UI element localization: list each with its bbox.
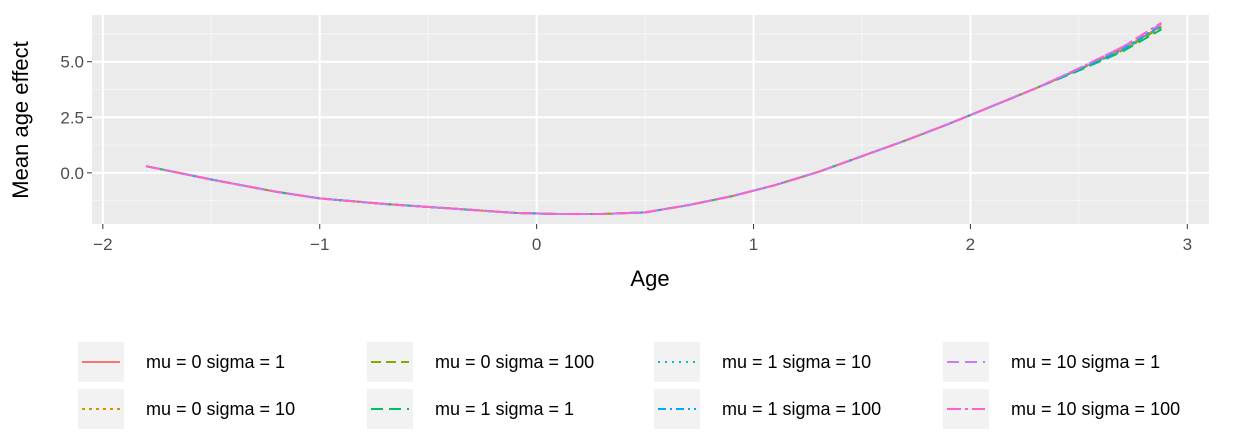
major-grid (92, 15, 1209, 224)
y-tick-label: 2.5 (60, 108, 84, 127)
legend-label-6: mu = 1 sigma = 100 (722, 399, 881, 419)
legend-label-8: mu = 10 sigma = 100 (1011, 399, 1180, 419)
x-axis-title: Age (630, 266, 669, 291)
legend: mu = 0 sigma = 1 mu = 0 sigma = 10 mu = 0 … (78, 342, 1180, 429)
x-tick-label: 0 (532, 235, 541, 254)
y-axis: 0.0 2.5 5.0 (60, 53, 92, 183)
minor-grid (92, 15, 1209, 224)
legend-label-7: mu = 10 sigma = 1 (1011, 352, 1160, 372)
legend-key-background (78, 389, 124, 429)
panel-background (92, 15, 1209, 224)
x-tick-label: 3 (1183, 235, 1192, 254)
legend-label-4: mu = 1 sigma = 1 (435, 399, 574, 419)
y-tick-label: 5.0 (60, 53, 84, 72)
x-tick-label: −2 (93, 235, 112, 254)
x-tick-label: −1 (310, 235, 329, 254)
legend-key-background (654, 342, 700, 382)
legend-label-3: mu = 0 sigma = 100 (435, 352, 594, 372)
series-line-8 (145, 21, 1162, 215)
x-tick-label: 1 (749, 235, 758, 254)
legend-label-5: mu = 1 sigma = 10 (722, 352, 871, 372)
x-axis: −2 −1 0 1 2 3 (93, 224, 1192, 254)
legend-label-1: mu = 0 sigma = 1 (146, 352, 285, 372)
legend-label-2: mu = 0 sigma = 10 (146, 399, 295, 419)
y-tick-label: 0.0 (60, 164, 84, 183)
series-lines (145, 21, 1162, 215)
y-axis-title: Mean age effect (8, 41, 33, 198)
x-tick-label: 2 (966, 235, 975, 254)
